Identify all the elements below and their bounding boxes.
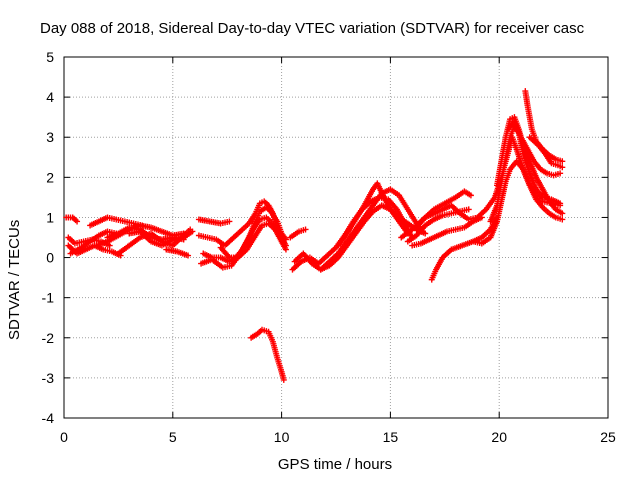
data-series-trace-31 bbox=[504, 118, 564, 179]
y-tick-label: -1 bbox=[42, 290, 55, 306]
y-tick-label: 1 bbox=[46, 209, 54, 225]
y-tick-label: -3 bbox=[42, 370, 55, 386]
x-tick-label: 25 bbox=[600, 429, 616, 445]
data-point bbox=[282, 236, 289, 243]
data-series-trace-10 bbox=[163, 246, 192, 259]
x-tick-label: 0 bbox=[60, 429, 68, 445]
data-point bbox=[189, 228, 196, 235]
y-tick-label: -4 bbox=[42, 410, 55, 426]
y-tick-label: 0 bbox=[46, 250, 54, 266]
x-tick-label: 20 bbox=[491, 429, 507, 445]
data-series-trace-27 bbox=[470, 158, 566, 247]
data-point bbox=[557, 200, 564, 207]
data-point bbox=[106, 242, 113, 249]
data-point bbox=[302, 226, 309, 233]
y-tick-label: 5 bbox=[46, 49, 54, 65]
data-series-trace-24 bbox=[409, 214, 485, 249]
data-point bbox=[559, 158, 566, 165]
x-tick-label: 15 bbox=[383, 429, 399, 445]
data-series-trace-16 bbox=[248, 326, 287, 383]
x-tick-label: 10 bbox=[274, 429, 290, 445]
data-point bbox=[282, 246, 289, 253]
data-point bbox=[185, 252, 192, 259]
x-tick-label: 5 bbox=[169, 429, 177, 445]
y-axis-label: SDTVAR / TECUs bbox=[6, 219, 23, 340]
chart-title: Day 088 of 2018, Sidereal Day-to-day VTE… bbox=[40, 20, 585, 37]
data-point bbox=[280, 376, 287, 383]
data-point bbox=[74, 218, 81, 225]
data-point bbox=[559, 210, 566, 217]
y-tick-label: -2 bbox=[42, 330, 55, 346]
data-series-trace-21 bbox=[335, 180, 429, 249]
data-series-trace-17 bbox=[287, 226, 309, 241]
data-series-trace-23 bbox=[404, 206, 472, 245]
data-point bbox=[467, 192, 474, 199]
data-series-trace-1 bbox=[63, 214, 81, 225]
data-series-trace-5 bbox=[87, 214, 146, 229]
y-tick-label: 3 bbox=[46, 129, 54, 145]
data-point bbox=[557, 170, 564, 177]
x-axis-label: GPS time / hours bbox=[277, 456, 393, 473]
data-series-trace-11 bbox=[195, 216, 233, 227]
data-series-trace-32 bbox=[526, 134, 566, 171]
plot-frame bbox=[63, 56, 609, 419]
y-tick-label: 2 bbox=[46, 169, 54, 185]
data-point bbox=[465, 206, 472, 213]
data-point bbox=[559, 164, 566, 171]
data-point bbox=[559, 216, 566, 223]
data-point bbox=[226, 218, 233, 225]
data-point bbox=[422, 230, 429, 237]
y-tick-label: 4 bbox=[46, 89, 54, 105]
data-series-trace-15 bbox=[217, 220, 289, 261]
data-series-trace-9 bbox=[126, 228, 196, 249]
